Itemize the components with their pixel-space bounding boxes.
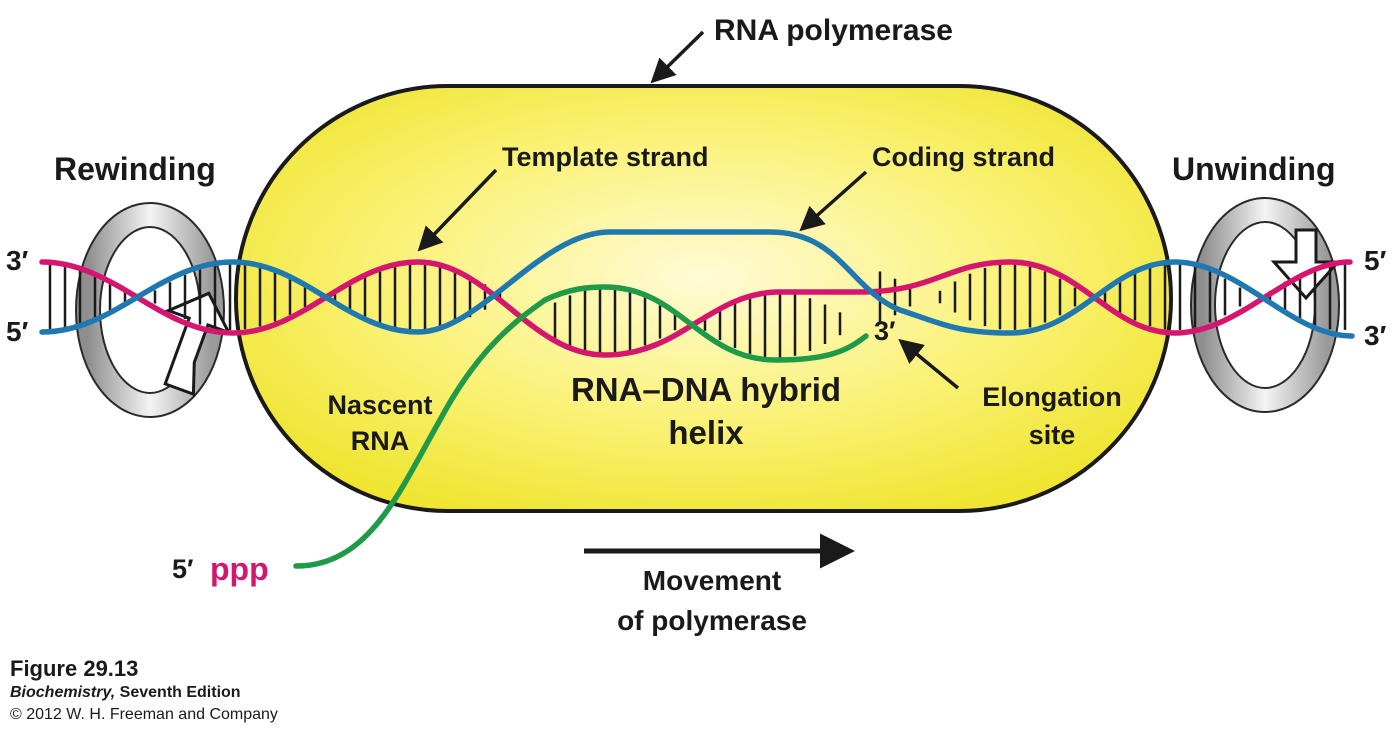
rewinding-rotation-icon xyxy=(75,202,232,418)
rna-5-end-label: 5′ xyxy=(172,554,194,584)
triphosphate-label: ppp xyxy=(210,551,269,587)
unwinding-rotation-icon xyxy=(1190,197,1342,413)
rna-polymerase-label: RNA polymerase xyxy=(714,14,953,47)
nascent-rna-strand xyxy=(293,284,869,569)
coding-strand-pointer xyxy=(799,170,868,232)
template-strand-label: Template strand xyxy=(502,142,709,172)
rna-polymerase-body xyxy=(234,84,1173,513)
coding-strand xyxy=(39,229,1355,339)
book-title: Biochemistry, xyxy=(10,684,116,701)
left-bottom-end-label: 5′ xyxy=(6,316,29,347)
hybrid-helix-label-line2: helix xyxy=(668,414,744,451)
book-citation: Biochemistry, Seventh Edition xyxy=(10,682,278,704)
coding-strand-label: Coding strand xyxy=(872,142,1055,172)
unwinding-label: Unwinding xyxy=(1172,151,1336,187)
rna-polymerase-pointer xyxy=(650,30,705,84)
movement-label-line2: of polymerase xyxy=(617,605,807,636)
elongation-site-label-line2: site xyxy=(1029,420,1076,450)
figure-caption: Figure 29.13 Biochemistry, Seventh Editi… xyxy=(10,656,278,726)
elongation-site-pointer xyxy=(898,338,960,390)
book-edition: Seventh Edition xyxy=(119,684,241,701)
copyright: © 2012 W. H. Freeman and Company xyxy=(10,706,278,723)
right-top-end-label: 5′ xyxy=(1364,245,1387,276)
rewinding-label: Rewinding xyxy=(54,151,216,187)
template-strand-pointer xyxy=(417,168,498,252)
figure-number: Figure 29.13 xyxy=(10,656,139,681)
right-bottom-end-label: 3′ xyxy=(1364,320,1387,351)
template-strand xyxy=(39,259,1353,358)
nascent-rna-label-line1: Nascent xyxy=(327,390,432,420)
hybrid-helix-label-line1: RNA–DNA hybrid xyxy=(571,371,841,408)
rna-3-end-label: 3′ xyxy=(874,316,896,346)
movement-label-line1: Movement xyxy=(643,565,781,596)
nascent-rna-label-line2: RNA xyxy=(351,426,410,456)
elongation-site-label-line1: Elongation xyxy=(982,382,1121,412)
left-top-end-label: 3′ xyxy=(6,245,29,276)
